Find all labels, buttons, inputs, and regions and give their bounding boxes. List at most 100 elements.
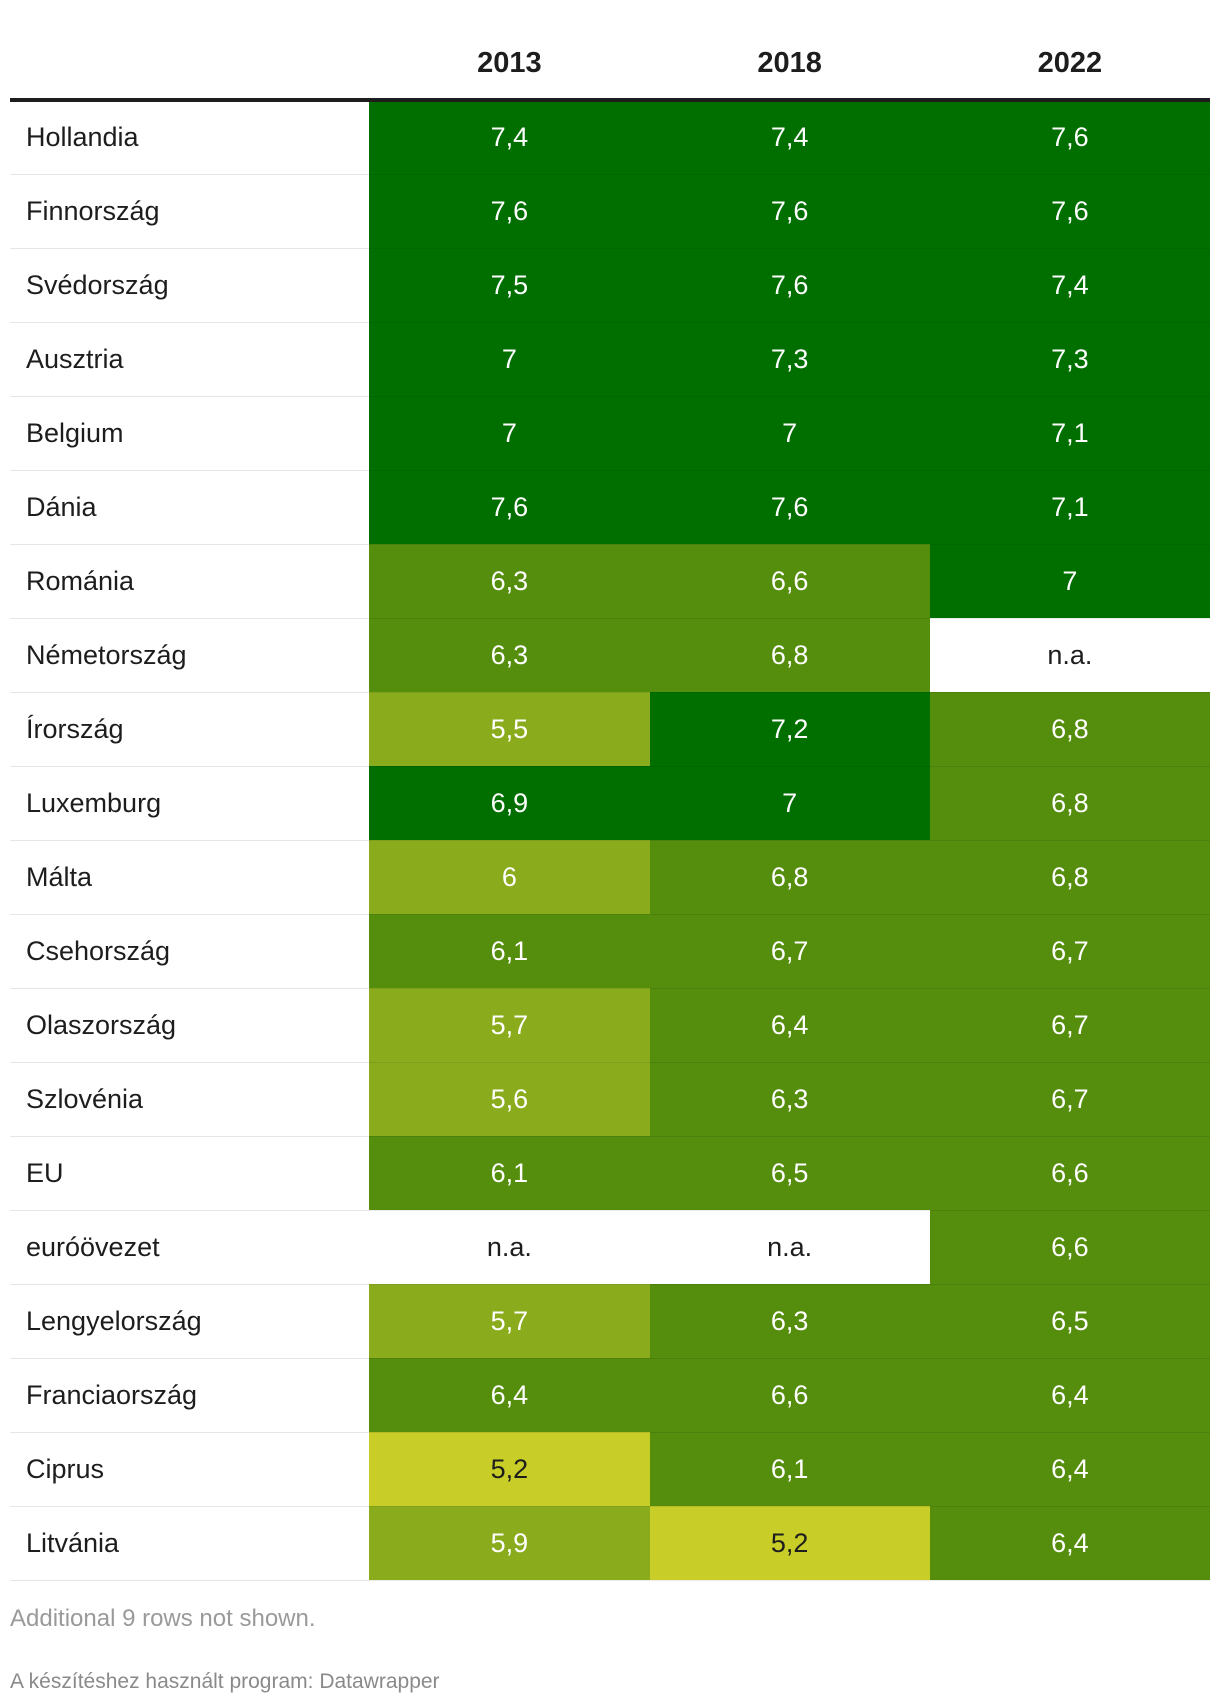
row-label: EU	[10, 1136, 370, 1211]
heatmap-cell: 6,8	[649, 618, 930, 693]
heatmap-cell: 6,7	[929, 914, 1210, 989]
table-row: EU 6,1 6,5 6,6	[10, 1136, 1210, 1211]
heatmap-cell: 6,9	[369, 766, 650, 841]
heatmap-cell: 7,6	[369, 174, 650, 249]
row-label: Románia	[10, 544, 370, 619]
table-row: Litvánia 5,9 5,2 6,4	[10, 1506, 1210, 1581]
row-label: Lengyelország	[10, 1284, 370, 1359]
table-row: Lengyelország 5,7 6,3 6,5	[10, 1284, 1210, 1359]
heatmap-cell: 6,8	[929, 840, 1210, 915]
table-notes: Additional 9 rows not shown.	[10, 1605, 316, 1632]
row-label: Franciaország	[10, 1358, 370, 1433]
heatmap-cell: 6,7	[929, 988, 1210, 1063]
heatmap-cell: 7,5	[369, 248, 650, 323]
heatmap-cell: 7	[649, 396, 930, 471]
heatmap-cell: 7,4	[649, 100, 930, 175]
row-label: Ausztria	[10, 322, 370, 397]
heatmap-cell: 6,8	[929, 766, 1210, 841]
heatmap-cell: 5,7	[369, 1284, 650, 1359]
heatmap-cell: 6,1	[369, 1136, 650, 1211]
row-label: Írország	[10, 692, 370, 767]
heatmap-cell: 7	[929, 544, 1210, 619]
heatmap-table: 2013 2018 2022 Hollandia 7,4 7,4 7,6 Finnors…	[10, 0, 1210, 1581]
heatmap-cell: n.a.	[929, 618, 1210, 693]
heatmap-cell: 6,7	[649, 914, 930, 989]
heatmap-cell: 7,1	[929, 396, 1210, 471]
column-header-2018: 2018	[649, 0, 930, 102]
row-label: euróövezet	[10, 1210, 370, 1285]
row-label: Szlovénia	[10, 1062, 370, 1137]
heatmap-cell: 6,3	[369, 618, 650, 693]
heatmap-cell: 6,6	[929, 1210, 1210, 1285]
heatmap-cell: 7,6	[649, 248, 930, 323]
table-row: Németország 6,3 6,8 n.a.	[10, 618, 1210, 693]
table-body: Hollandia 7,4 7,4 7,6 Finnország 7,6 7,6 7,6 Své…	[10, 100, 1210, 1581]
heatmap-cell: 5,7	[369, 988, 650, 1063]
heatmap-cell: 6,8	[649, 840, 930, 915]
heatmap-cell: 7	[369, 396, 650, 471]
row-label: Finnország	[10, 174, 370, 249]
heatmap-cell: 6,4	[649, 988, 930, 1063]
table-row: Málta 6 6,8 6,8	[10, 840, 1210, 915]
heatmap-cell: n.a.	[369, 1210, 650, 1285]
table-row: Hollandia 7,4 7,4 7,6	[10, 100, 1210, 175]
heatmap-cell: 7,6	[929, 174, 1210, 249]
row-label: Belgium	[10, 396, 370, 471]
table-row: Románia 6,3 6,6 7	[10, 544, 1210, 619]
heatmap-cell: n.a.	[649, 1210, 930, 1285]
row-label: Svédország	[10, 248, 370, 323]
heatmap-cell: 6,4	[929, 1432, 1210, 1507]
table-row: Olaszország 5,7 6,4 6,7	[10, 988, 1210, 1063]
row-label: Dánia	[10, 470, 370, 545]
heatmap-cell: 7	[369, 322, 650, 397]
heatmap-cell: 6,1	[649, 1432, 930, 1507]
table-row: euróövezet n.a. n.a. 6,6	[10, 1210, 1210, 1285]
heatmap-cell: 5,5	[369, 692, 650, 767]
heatmap-cell: 6,3	[649, 1062, 930, 1137]
table-row: Írország 5,5 7,2 6,8	[10, 692, 1210, 767]
row-label: Málta	[10, 840, 370, 915]
heatmap-cell: 6,3	[369, 544, 650, 619]
column-header-name	[10, 0, 370, 102]
heatmap-cell: 7,4	[369, 100, 650, 175]
row-label: Luxemburg	[10, 766, 370, 841]
table-row: Franciaország 6,4 6,6 6,4	[10, 1358, 1210, 1433]
row-label: Németország	[10, 618, 370, 693]
heatmap-cell: 6,4	[929, 1506, 1210, 1581]
table-row: Finnország 7,6 7,6 7,6	[10, 174, 1210, 249]
heatmap-cell: 6,4	[929, 1358, 1210, 1433]
heatmap-cell: 6,6	[929, 1136, 1210, 1211]
heatmap-cell: 7,6	[369, 470, 650, 545]
data-table: 2013 2018 2022 Hollandia 7,4 7,4 7,6 Finnors…	[10, 0, 1210, 1581]
table-row: Ciprus 5,2 6,1 6,4	[10, 1432, 1210, 1507]
row-label: Csehország	[10, 914, 370, 989]
table-row: Dánia 7,6 7,6 7,1	[10, 470, 1210, 545]
table-row: Ausztria 7 7,3 7,3	[10, 322, 1210, 397]
header-row: 2013 2018 2022	[10, 0, 1210, 102]
heatmap-cell: 5,2	[369, 1432, 650, 1507]
table-row: Svédország 7,5 7,6 7,4	[10, 248, 1210, 323]
row-label: Hollandia	[10, 100, 370, 175]
heatmap-cell: 7,4	[929, 248, 1210, 323]
heatmap-cell: 6	[369, 840, 650, 915]
heatmap-cell: 6,3	[649, 1284, 930, 1359]
heatmap-cell: 6,6	[649, 544, 930, 619]
heatmap-cell: 7,6	[649, 174, 930, 249]
heatmap-cell: 6,1	[369, 914, 650, 989]
column-header-2022: 2022	[929, 0, 1210, 102]
heatmap-cell: 7,3	[929, 322, 1210, 397]
column-header-2013: 2013	[369, 0, 650, 102]
heatmap-cell: 7,3	[649, 322, 930, 397]
row-label: Litvánia	[10, 1506, 370, 1581]
table-row: Csehország 6,1 6,7 6,7	[10, 914, 1210, 989]
heatmap-cell: 6,7	[929, 1062, 1210, 1137]
heatmap-cell: 7,2	[649, 692, 930, 767]
table-row: Belgium 7 7 7,1	[10, 396, 1210, 471]
heatmap-cell: 5,2	[649, 1506, 930, 1581]
heatmap-cell: 5,9	[369, 1506, 650, 1581]
table-row: Luxemburg 6,9 7 6,8	[10, 766, 1210, 841]
credit-line: A készítéshez használt program: Datawrap…	[10, 1670, 440, 1693]
table-row: Szlovénia 5,6 6,3 6,7	[10, 1062, 1210, 1137]
heatmap-cell: 6,5	[649, 1136, 930, 1211]
heatmap-cell: 5,6	[369, 1062, 650, 1137]
